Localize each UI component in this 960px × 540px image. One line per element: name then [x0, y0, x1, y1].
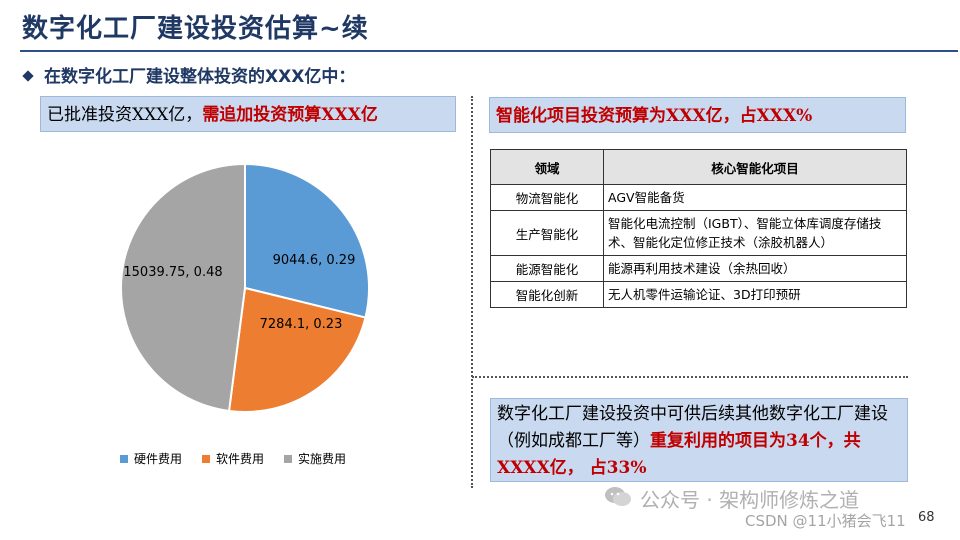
pie-slice-1 — [244, 162, 370, 319]
title-divider — [20, 50, 958, 52]
additional-budget-text: 需追加投资预算XXX亿 — [202, 105, 378, 125]
approved-text: 已批准投资XXX亿， — [47, 105, 203, 125]
pie-slice-2 — [227, 286, 367, 413]
legend-swatch — [284, 454, 293, 463]
table-row: 智能化创新 无人机零件运输论证、3D打印预研 — [490, 281, 907, 308]
wechat-icon — [605, 487, 631, 506]
smart-project-table: 领域 核心智能化项目 物流智能化 AGV智能备货 生产智能化 智能化电流控制（I… — [490, 149, 907, 308]
project-cell: 能源再利用技术建设（余热回收） — [603, 255, 907, 282]
legend-label: 硬件费用 — [134, 452, 183, 466]
domain-cell: 生产智能化 — [490, 210, 604, 256]
csdn-watermark: CSDN @11小猪会飞11 — [745, 512, 906, 530]
reuse-summary-box: 数字化工厂建设投资中可供后续其他数字化工厂建设（例如成都工厂等）重复利用的项目为… — [490, 398, 908, 482]
legend-item: 硬件费用 — [120, 450, 182, 467]
approved-investment-box: 已批准投资XXX亿，需追加投资预算XXX亿 — [40, 96, 456, 132]
table-header-row: 领域 核心智能化项目 — [490, 149, 907, 185]
diamond-bullet-icon — [22, 70, 34, 82]
smart-budget-text: 智能化项目投资预算为XXX亿，占XXX% — [496, 106, 813, 126]
page-number: 68 — [918, 510, 935, 525]
smart-budget-box: 智能化项目投资预算为XXX亿，占XXX% — [489, 97, 906, 133]
project-cell: 智能化电流控制（IGBT）、智能立体库调度存储技术、智能化定位修正技术（涂胶机器… — [603, 210, 907, 256]
legend-swatch — [202, 454, 211, 463]
reuse-text: 数字化工厂建设投资中可供后续其他数字化工厂建设（例如成都工厂等） — [497, 404, 888, 451]
subtitle: 在数字化工厂建设整体投资的XXX亿中： — [22, 62, 356, 87]
header-core-projects: 核心智能化项目 — [603, 149, 907, 185]
project-cell: AGV智能备货 — [603, 184, 907, 211]
pie-data-label: 9044.6, 0.29 — [273, 253, 356, 268]
pie-data-label: 7284.1, 0.23 — [260, 317, 343, 332]
domain-cell: 物流智能化 — [490, 184, 604, 211]
domain-cell: 能源智能化 — [490, 255, 604, 282]
table-row: 生产智能化 智能化电流控制（IGBT）、智能立体库调度存储技术、智能化定位修正技… — [490, 210, 907, 256]
vertical-dotted-divider — [471, 96, 473, 488]
legend-item: 实施费用 — [284, 450, 346, 467]
legend-label: 实施费用 — [298, 452, 347, 466]
project-cell: 无人机零件运输论证、3D打印预研 — [603, 281, 907, 308]
reuse-highlight-text: 重复利用的项目为34个，共XXXX亿， 占33% — [497, 431, 861, 478]
horizontal-dotted-divider — [472, 376, 908, 378]
page-title: 数字化工厂建设投资估算~续 — [22, 14, 369, 44]
domain-cell: 智能化创新 — [490, 281, 604, 308]
chart-legend: 硬件费用 软件费用 实施费用 — [120, 450, 346, 467]
table-row: 物流智能化 AGV智能备货 — [490, 184, 907, 211]
investment-pie-chart: 9044.6, 0.29 7284.1, 0.23 15039.75, 0.48 — [120, 162, 370, 413]
subtitle-text: 在数字化工厂建设整体投资的XXX亿中： — [44, 67, 356, 87]
legend-swatch — [120, 454, 128, 463]
header-domain: 领域 — [490, 149, 604, 185]
pie-slice-3 — [120, 162, 246, 413]
legend-label: 软件费用 — [216, 452, 265, 466]
table-row: 能源智能化 能源再利用技术建设（余热回收） — [490, 255, 907, 282]
watermark-text: 公众号 · 架构师修炼之道 — [640, 488, 860, 512]
pie-data-label: 15039.75, 0.48 — [123, 265, 222, 280]
legend-item: 软件费用 — [202, 450, 264, 467]
